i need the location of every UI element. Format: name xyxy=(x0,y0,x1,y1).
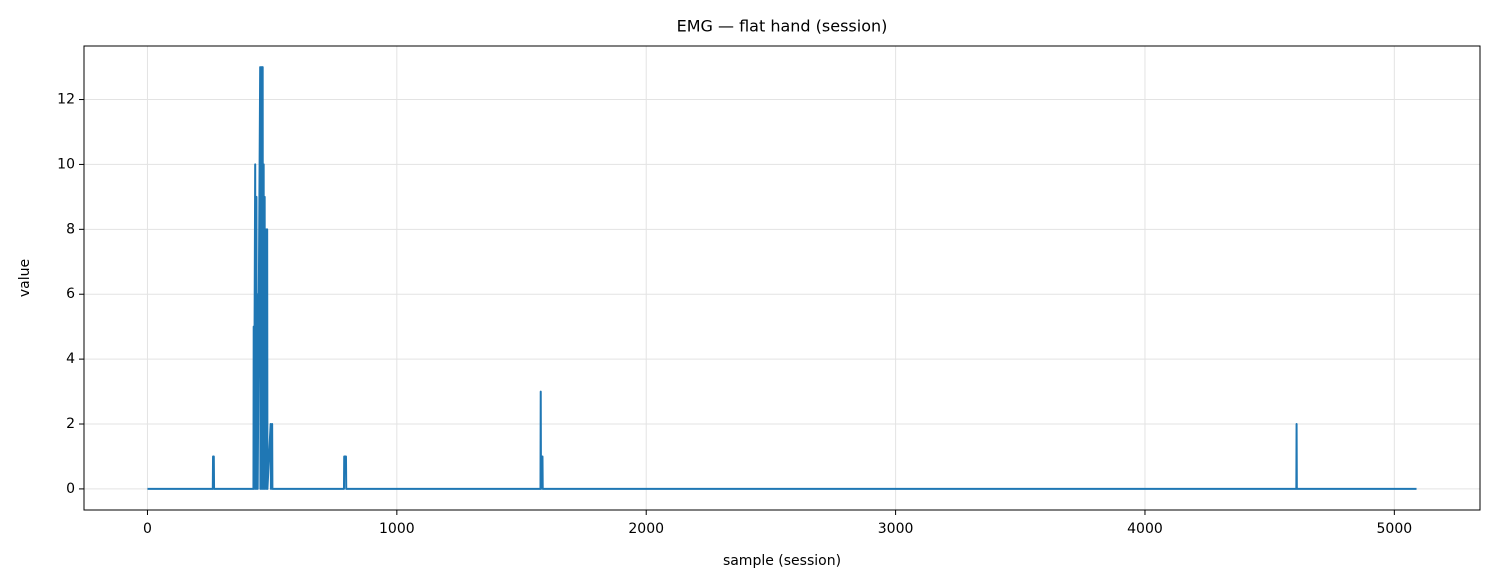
x-axis-label: sample (session) xyxy=(723,553,841,569)
x-tick-label: 1000 xyxy=(379,521,415,537)
y-tick-label: 0 xyxy=(66,481,75,497)
x-tick-label: 4000 xyxy=(1127,521,1163,537)
y-tick-label: 12 xyxy=(57,92,75,108)
y-tick-label: 2 xyxy=(66,416,75,432)
x-tick-label: 0 xyxy=(143,521,152,537)
x-tick-label: 5000 xyxy=(1377,521,1413,537)
chart-title: EMG — flat hand (session) xyxy=(677,17,888,36)
y-tick-label: 6 xyxy=(66,286,75,302)
x-tick-label: 2000 xyxy=(628,521,664,537)
plot-frame xyxy=(83,45,1481,511)
y-tick-label: 10 xyxy=(57,156,75,172)
x-tick-label: 3000 xyxy=(878,521,914,537)
y-tick-label: 4 xyxy=(66,351,75,367)
y-tick-label: 8 xyxy=(66,221,75,237)
y-axis-label: value xyxy=(17,259,33,297)
line-series xyxy=(147,66,1417,490)
